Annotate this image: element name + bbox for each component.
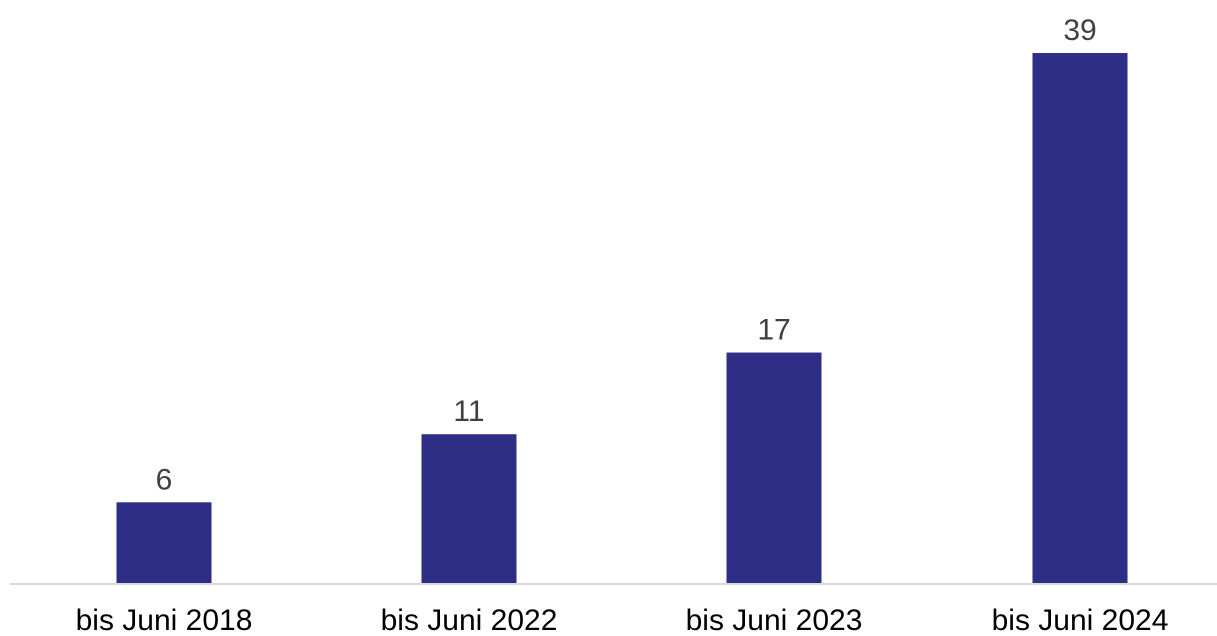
x-tick-label-1: bis Juni 2018 [76, 604, 253, 636]
x-tick-label-3: bis Juni 2023 [686, 604, 863, 636]
x-tick-label-2: bis Juni 2022 [381, 604, 558, 636]
data-label-4: 39 [1063, 14, 1096, 47]
x-tick-label-4: bis Juni 2024 [992, 604, 1169, 636]
bar-4 [1032, 53, 1128, 584]
bars-group [116, 53, 1128, 584]
data-labels-group: 6 11 17 39 [156, 14, 1097, 496]
bar-1 [116, 502, 212, 584]
x-tick-labels-group: bis Juni 2018 bis Juni 2022 bis Juni 2023 b… [76, 604, 1169, 636]
bar-3 [726, 352, 822, 584]
data-label-3: 17 [757, 314, 790, 347]
data-label-1: 6 [156, 463, 173, 496]
data-label-2: 11 [453, 395, 484, 428]
bar-2 [421, 434, 517, 584]
